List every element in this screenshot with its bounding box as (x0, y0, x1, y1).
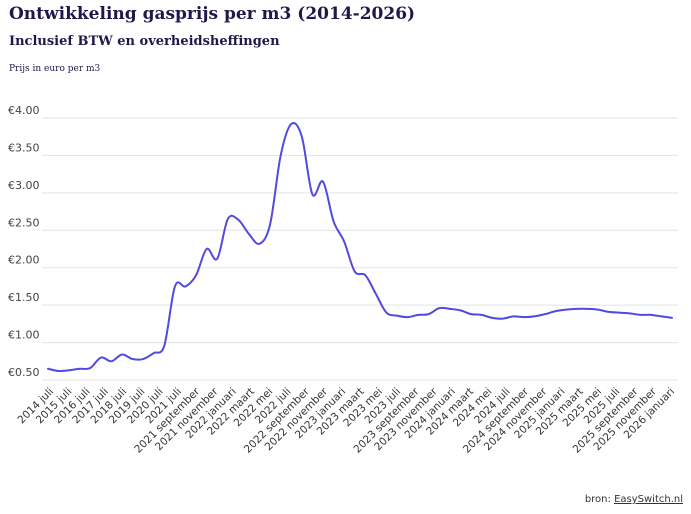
chart-title: Ontwikkeling gasprijs per m3 (2014-2026) (9, 4, 416, 24)
y-tick-label: €1.00 (8, 329, 40, 342)
source-note: bron: EasySwitch.nl (585, 494, 683, 505)
y-tick-label: €2.00 (8, 254, 40, 267)
price-series (47, 122, 673, 373)
grid-lines (42, 117, 678, 381)
y-tick-labels: €0.50 €1.00 €1.50 €2.00 €2.50 €3.00 €3.50 €4.00 (8, 104, 40, 379)
y-tick-label: €3.00 (8, 179, 40, 192)
series-line (47, 122, 673, 373)
y-tick-label: €1.50 (8, 291, 40, 304)
y-tick-label: €4.00 (8, 104, 40, 117)
source-prefix: bron: (584, 494, 615, 505)
chart-subtitle: Inclusief BTW en overheidsheffingen (9, 34, 280, 49)
y-tick-label: €3.50 (8, 141, 40, 154)
y-tick-label: €0.50 (8, 366, 40, 379)
y-tick-label: €2.50 (8, 216, 40, 229)
y-axis-label: Prijs in euro per m3 (9, 64, 101, 74)
source-link[interactable]: EasySwitch.nl (614, 494, 683, 505)
